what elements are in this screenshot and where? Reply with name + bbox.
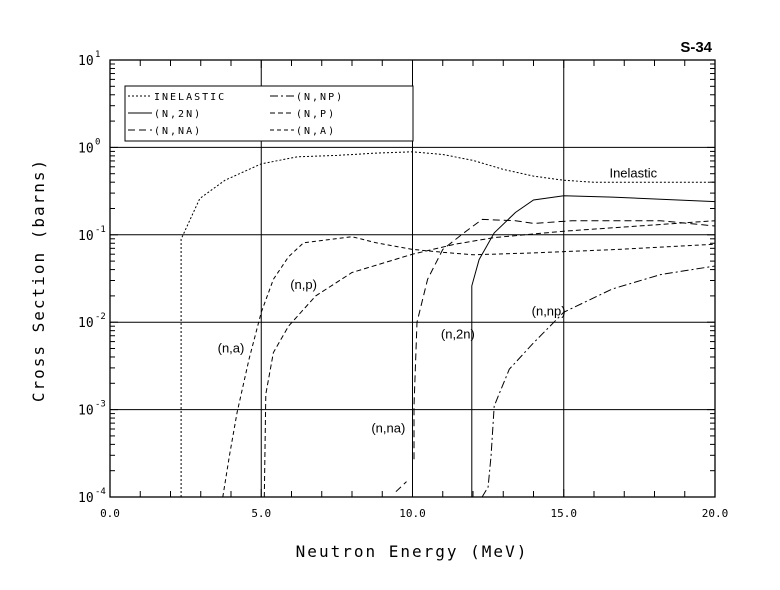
- legend-box: [124, 85, 414, 142]
- series-line-inelastic: [180, 151, 715, 497]
- legend: INELASTIC (N,2N) (N,NA) (N,NP) (N,P) (N,A): [124, 85, 414, 142]
- series-group: [180, 151, 716, 498]
- y-tick-label-base: 10: [78, 229, 94, 244]
- y-tick-label-exponent: 1: [95, 50, 100, 60]
- y-tick-label-base: 10: [78, 141, 94, 156]
- y-tick-label-base: 10: [78, 316, 94, 331]
- y-tick-label-exponent: -3: [95, 400, 106, 410]
- y-tick-label-base: 10: [78, 404, 94, 419]
- x-tick-label: 20.0: [702, 507, 729, 520]
- y-tick-label-exponent: -1: [95, 225, 106, 235]
- series-line-n2n: [471, 195, 716, 497]
- x-tick-label: 10.0: [399, 507, 426, 520]
- y-tick-label-base: 10: [78, 54, 94, 69]
- curve-label: (n,a): [218, 341, 245, 356]
- y-axis-label: Cross Section (barns): [29, 158, 48, 402]
- chart-title: S-34: [680, 39, 712, 56]
- legend-label: (N,2N): [154, 109, 202, 120]
- x-tick-label: 15.0: [551, 507, 578, 520]
- x-tick-label: 5.0: [251, 507, 271, 520]
- series-line-nnp: [481, 265, 716, 498]
- legend-label: (N,A): [296, 126, 336, 137]
- series-line-nna: [395, 218, 716, 493]
- y-tick-label-exponent: -2: [95, 312, 106, 322]
- y-tick-label-exponent: -4: [95, 487, 106, 497]
- curve-label: (n,2n): [441, 327, 475, 342]
- x-axis-label: Neutron Energy (MeV): [296, 542, 529, 561]
- x-tick-label: 0.0: [100, 507, 120, 520]
- annotations: Inelastic (n,p) (n,a) (n,2n) (n,na) (n,np): [218, 166, 658, 436]
- series-line-na: [222, 236, 716, 498]
- legend-label: (N,NP): [296, 92, 344, 103]
- curve-label: (n,np): [532, 303, 566, 318]
- legend-label: (N,P): [296, 109, 336, 120]
- legend-label: INELASTIC: [154, 92, 226, 103]
- curve-label: Inelastic: [609, 166, 657, 181]
- y-tick-label-base: 10: [78, 491, 94, 506]
- curve-label: (n,na): [371, 420, 405, 435]
- y-tick-label-exponent: 0: [95, 137, 100, 147]
- curve-label: (n,p): [290, 277, 317, 292]
- legend-label: (N,NA): [154, 126, 202, 137]
- series-line-np: [263, 220, 716, 498]
